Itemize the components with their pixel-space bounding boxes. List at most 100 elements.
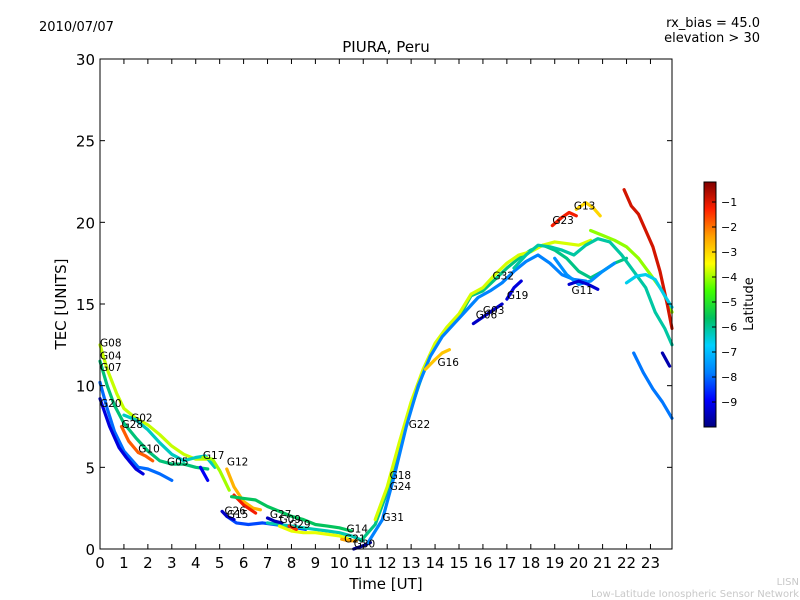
satellite-label: G28 [122, 419, 144, 431]
colorbar-tick-label: −4 [721, 271, 737, 284]
satellite-label: G23 [552, 215, 574, 227]
x-tick-label: 13 [402, 554, 421, 572]
tec-series-early-green-a [98, 359, 210, 471]
satellite-label: G26 [224, 506, 246, 518]
satellite-label: G20 [100, 398, 122, 410]
x-axis: 0 1 2 3 4 5 6 7 8 9 10 11 12 13 14 15 16 17 18 19 20 21 22 23 [95, 59, 660, 572]
x-tick-label: 14 [426, 554, 445, 572]
tec-series-g11-blue [567, 279, 600, 291]
y-tick-label: 0 [85, 541, 95, 559]
satellite-label: G04 [100, 351, 122, 363]
chart-title: PIURA, Peru [342, 38, 429, 56]
lisn-credit-full: Low-Latitude Ionospheric Sensor Network [591, 589, 799, 600]
y-tick-label: 25 [76, 133, 95, 151]
x-tick-label: 1 [119, 554, 129, 572]
x-tick-label: 19 [545, 554, 564, 572]
colorbar-ticks: −9 −8 −7 −6 −5 −4 −3 −2 −1 [712, 196, 737, 409]
x-tick-label: 6 [239, 554, 249, 572]
satellite-label: G03 [483, 305, 505, 317]
y-axis-label: TEC [UNITS] [52, 259, 70, 351]
tec-series-rise-yellow [373, 238, 593, 522]
x-tick-label: 17 [497, 554, 516, 572]
colorbar [703, 181, 717, 428]
x-tick-label: 23 [641, 554, 660, 572]
tec-series-g27-blue [265, 516, 284, 525]
colorbar-tick-label: −2 [721, 221, 737, 234]
satellite-label: G13 [574, 200, 596, 212]
x-tick-label: 8 [287, 554, 297, 572]
satellite-label: G14 [347, 524, 369, 536]
elevation-label: elevation > 30 [664, 31, 760, 46]
tec-series-early-blue [98, 397, 145, 476]
tec-series-g03-blue [471, 302, 504, 326]
satellite-label: G31 [382, 512, 404, 524]
satellite-label: G30 [354, 538, 376, 550]
satellite-label: G27 [270, 509, 292, 521]
satellite-label: G19 [507, 290, 529, 302]
x-tick-label: 22 [617, 554, 636, 572]
x-tick-label: 18 [521, 554, 540, 572]
satellite-label: G06 [476, 310, 498, 322]
satellite-label: G05 [167, 457, 189, 469]
tec-series-g17-yellow [201, 455, 231, 492]
tec-series-g16-orange [423, 348, 451, 371]
x-axis-label: Time [UT] [348, 575, 422, 593]
y-tick-label: 20 [76, 214, 95, 232]
y-tick-label: 15 [76, 296, 95, 314]
x-tick-label: 3 [167, 554, 177, 572]
tec-series-mid-green-a [230, 495, 353, 533]
x-tick-label: 2 [143, 554, 153, 572]
y-tick-label: 5 [85, 459, 95, 477]
satellite-label: G12 [227, 457, 249, 469]
satellite-label: G15 [227, 509, 249, 521]
tec-series-mid-yellow [277, 524, 351, 541]
colorbar-tick-label: −6 [721, 321, 737, 334]
colorbar-tick-label: −1 [721, 196, 737, 209]
colorbar-tick-label: −5 [721, 296, 737, 309]
tec-series-g17-blue [198, 465, 210, 482]
tec-series-mid-green-b [265, 521, 365, 543]
tec-series-g15-blue [220, 509, 236, 522]
colorbar-label: Latitude [742, 277, 757, 331]
date-label: 2010/07/07 [39, 20, 114, 35]
tec-series-early-yellow [98, 343, 210, 461]
y-axis: 0 5 10 15 20 25 30 [76, 51, 672, 559]
tec-series-early-cyan [98, 380, 174, 482]
y-tick-label: 10 [76, 378, 95, 396]
x-tick-label: 5 [215, 554, 225, 572]
satellite-label: G17 [203, 450, 225, 462]
x-tick-label: 0 [95, 554, 105, 572]
tec-series-late-teal [632, 351, 674, 420]
satellite-label: G22 [409, 419, 431, 431]
satellite-label: G09 [279, 514, 301, 526]
x-tick-label: 11 [354, 554, 373, 572]
satellite-label: G10 [138, 444, 160, 456]
series-layer [98, 188, 674, 551]
tec-series-late-navy [660, 351, 672, 368]
tec-series-late-green [512, 237, 674, 347]
colorbar-tick-label: −8 [721, 371, 737, 384]
x-tick-label: 4 [191, 554, 201, 572]
tec-series-g12-orange [225, 467, 262, 512]
x-tick-label: 10 [330, 554, 349, 572]
satellite-label: G24 [390, 481, 412, 493]
x-tick-label: 7 [263, 554, 273, 572]
satellite-label: G02 [131, 413, 153, 425]
colorbar-tick-label: −9 [721, 396, 737, 409]
plot-background [100, 59, 672, 549]
satellite-label: G11 [571, 285, 593, 297]
tec-series-g23-red [550, 210, 578, 228]
colorbar-tick-label: −7 [721, 346, 737, 359]
satellite-label: G32 [493, 271, 514, 283]
rx-bias-label: rx_bias = 45.0 [666, 16, 760, 31]
satellite-label: G21 [344, 533, 366, 545]
x-tick-label: 21 [593, 554, 612, 572]
satellite-label: G18 [390, 470, 412, 482]
x-tick-label: 15 [449, 554, 468, 572]
colorbar-tick-label: −3 [721, 246, 737, 259]
satellite-label: G08 [100, 337, 122, 349]
x-tick-label: 16 [473, 554, 492, 572]
y-tick-label: 30 [76, 51, 95, 69]
